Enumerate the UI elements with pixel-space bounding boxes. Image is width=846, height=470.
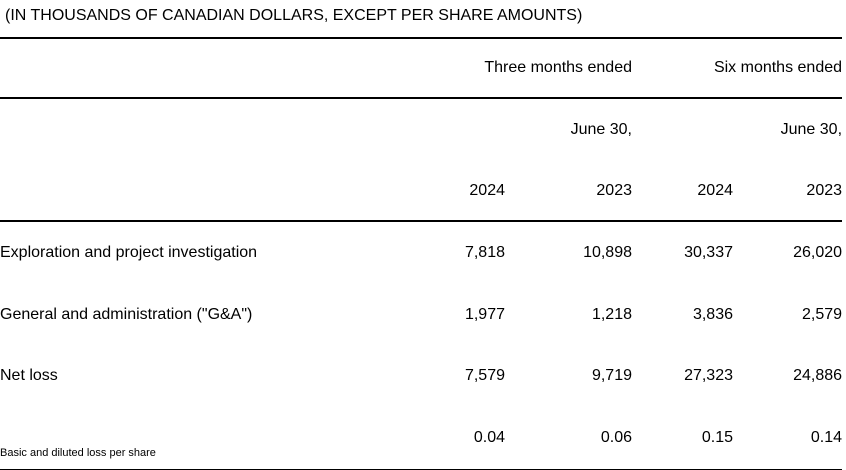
value-cell: 0.15 [632,406,733,470]
col-group-six-months-label: Six months ended [632,37,843,98]
value-cell: 0.14 [733,406,843,470]
table-row-exploration: Exploration and project investigation 7,… [0,220,843,284]
value-cell: 7,818 [370,220,505,284]
value-cell: 26,020 [733,220,843,284]
value-cell: 2,579 [801,306,843,323]
value-cell: 10,898 [505,220,632,284]
year-header: 2023 [806,181,843,199]
spacer-cell [0,161,370,221]
table-row-net-loss: Net loss 7,579 9,719 27,323 24,886 [0,346,842,406]
value-cell: 0.06 [505,406,632,470]
period-group-header-row: Three months ended Six months ended [0,37,843,98]
value-cell: 24,886 [793,367,843,384]
row-label: General and administration ("G&A") [0,306,253,323]
value-cell: 3,836 [692,306,733,323]
period-date-label-six-months: June 30, [632,97,843,161]
period-date-row: June 30, June 30, [0,97,843,161]
value-cell: 1,977 [464,306,505,323]
year-header: 2024 [469,181,505,199]
row-label: Net loss [0,367,58,384]
col-group-three-months-label: Three months ended [370,37,632,98]
value-cell: 27,323 [684,367,733,384]
statement-units-title: (IN THOUSANDS OF CANADIAN DOLLARS, EXCEP… [5,7,583,24]
table-row-loss-per-share: Basic and diluted loss per share 0.04 0.… [0,406,843,470]
row-label: Exploration and project investigation [0,220,370,284]
income-statement-table: Three months ended Six months ended June… [0,37,843,470]
year-header: 2024 [697,181,733,199]
year-header: 2023 [596,181,632,199]
value-cell: 0.04 [370,406,505,470]
table-row-general-admin: General and administration ("G&A") 1,977… [0,284,842,346]
value-cell: 9,719 [591,367,632,384]
period-date-label-three-months: June 30, [370,97,632,161]
value-cell: 30,337 [632,220,733,284]
value-cell: 7,579 [464,367,505,384]
spacer-cell [0,97,370,161]
spacer-cell [0,37,370,98]
value-cell: 1,218 [591,306,632,323]
year-header-row: 2024 2023 2024 2023 [0,161,842,221]
row-label: Basic and diluted loss per share [0,406,370,470]
